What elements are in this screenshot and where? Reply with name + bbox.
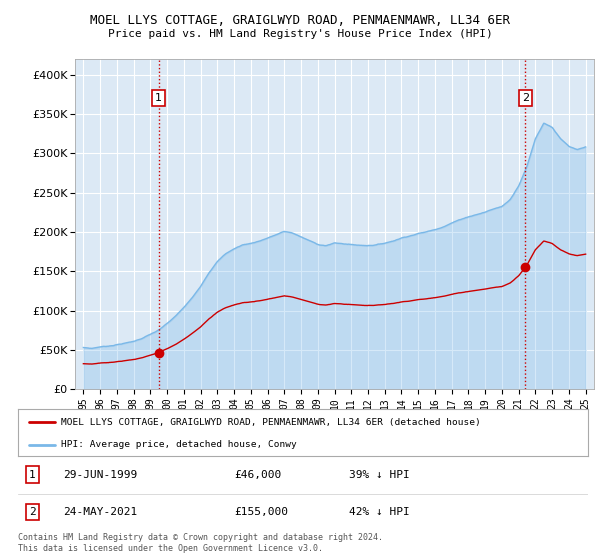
Text: 1: 1 [155, 93, 162, 103]
Text: 2: 2 [521, 93, 529, 103]
Text: 29-JUN-1999: 29-JUN-1999 [64, 470, 138, 479]
Text: MOEL LLYS COTTAGE, GRAIGLWYD ROAD, PENMAENMAWR, LL34 6ER: MOEL LLYS COTTAGE, GRAIGLWYD ROAD, PENMA… [90, 14, 510, 27]
Text: Contains HM Land Registry data © Crown copyright and database right 2024.
This d: Contains HM Land Registry data © Crown c… [18, 533, 383, 553]
Text: 1: 1 [29, 470, 35, 479]
Text: MOEL LLYS COTTAGE, GRAIGLWYD ROAD, PENMAENMAWR, LL34 6ER (detached house): MOEL LLYS COTTAGE, GRAIGLWYD ROAD, PENMA… [61, 418, 481, 427]
Text: 2: 2 [29, 507, 35, 517]
Text: 39% ↓ HPI: 39% ↓ HPI [349, 470, 409, 479]
Text: HPI: Average price, detached house, Conwy: HPI: Average price, detached house, Conw… [61, 440, 296, 449]
Text: Price paid vs. HM Land Registry's House Price Index (HPI): Price paid vs. HM Land Registry's House … [107, 29, 493, 39]
Text: £155,000: £155,000 [235, 507, 289, 517]
Text: £46,000: £46,000 [235, 470, 282, 479]
Text: 42% ↓ HPI: 42% ↓ HPI [349, 507, 409, 517]
Text: 24-MAY-2021: 24-MAY-2021 [64, 507, 138, 517]
